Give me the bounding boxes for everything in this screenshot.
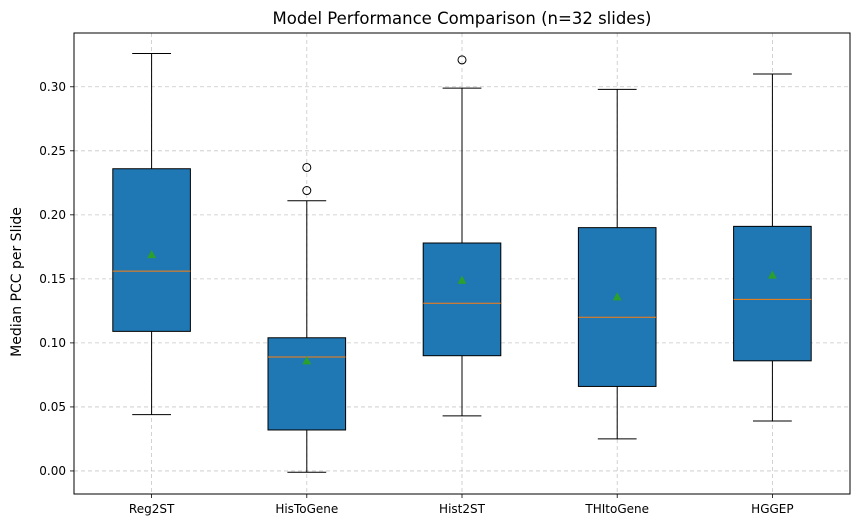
mean-marker — [612, 292, 622, 301]
x-tick-label: Hist2ST — [439, 502, 486, 516]
x-tick-label: HisToGene — [275, 502, 338, 516]
box-histogene — [267, 162, 347, 473]
y-tick-label: 0.25 — [39, 144, 66, 158]
plot-frame — [73, 32, 851, 495]
x-tick-label: THItoGene — [584, 502, 649, 516]
mean-marker — [147, 250, 157, 259]
outlier-point — [457, 55, 467, 65]
box-iqr — [267, 337, 347, 431]
box-reg2st — [112, 52, 191, 416]
chart-title: Model Performance Comparison (n=32 slide… — [272, 9, 651, 28]
y-tick-label: 0.00 — [39, 464, 66, 478]
mean-marker — [767, 270, 777, 279]
x-tick-label: Reg2ST — [129, 502, 175, 516]
outlier-point — [302, 162, 312, 172]
box-iqr — [422, 242, 502, 357]
axis-layer: 0.00 0.05 0.10 0.15 0.20 0.25 0.30 Reg2ST HisToG… — [39, 32, 851, 516]
y-tick-label: 0.30 — [39, 80, 66, 94]
y-tick-label: 0.15 — [39, 272, 66, 286]
mean-marker — [302, 356, 312, 365]
mean-marker — [457, 275, 467, 284]
y-tick-label: 0.20 — [39, 208, 66, 222]
box-iqr — [577, 227, 657, 387]
box-hist2st — [422, 55, 502, 417]
box-layer — [112, 52, 812, 473]
x-tick-label: HGGEP — [751, 502, 793, 516]
box-hggep — [733, 73, 812, 422]
y-tick-label: 0.05 — [39, 400, 66, 414]
outlier-point — [302, 186, 312, 196]
box-thitogene — [577, 88, 657, 440]
box-iqr — [733, 225, 812, 362]
y-axis-label: Median PCC per Slide — [9, 207, 25, 357]
y-tick-label: 0.10 — [39, 336, 66, 350]
